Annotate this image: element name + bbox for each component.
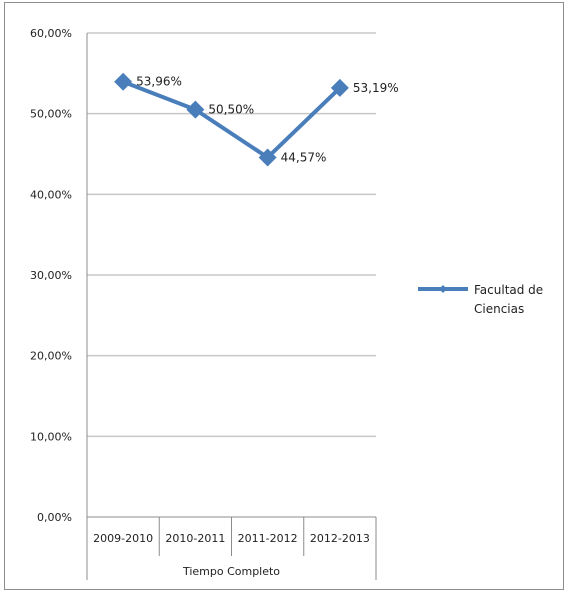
series-line: [122, 79, 342, 160]
y-tick-label: 40,00%: [30, 188, 72, 201]
legend: Facultad de Ciencias: [418, 283, 543, 316]
data-point: [114, 72, 133, 91]
x-axis: 2009-2010 2010-2011 2011-2012 2012-2013: [86, 33, 377, 580]
y-tick-label: 30,00%: [30, 269, 72, 282]
data-label: 44,57%: [281, 150, 327, 164]
chart-frame: [4, 2, 564, 590]
gridlines: [87, 32, 376, 438]
y-axis-ticks: 0,00% 10,00% 20,00% 30,00% 40,00% 50,00% 60,00…: [30, 27, 72, 524]
x-tick-label: 2009-2010: [93, 532, 153, 545]
data-point: [186, 100, 205, 119]
legend-marker: [439, 285, 447, 293]
y-tick-label: 20,00%: [30, 350, 72, 363]
data-point: [258, 148, 277, 167]
data-point: [330, 78, 349, 97]
x-tick-label: 2011-2012: [238, 532, 298, 545]
y-tick-label: 60,00%: [30, 27, 72, 40]
legend-label: Facultad de: [474, 283, 543, 297]
data-labels: 53,96% 50,50% 44,57% 53,19%: [136, 75, 399, 165]
y-tick-label: 50,00%: [30, 108, 72, 121]
x-tick-label: 2010-2011: [165, 532, 225, 545]
series-group: [114, 72, 349, 167]
data-label: 53,19%: [353, 81, 399, 95]
x-tick-label: 2012-2013: [310, 532, 370, 545]
data-label: 50,50%: [208, 103, 254, 117]
legend-label: Ciencias: [474, 302, 524, 316]
data-label: 53,96%: [136, 75, 182, 89]
y-tick-label: 10,00%: [30, 430, 72, 443]
x-axis-title: Tiempo Completo: [182, 565, 280, 578]
y-tick-label: 0,00%: [37, 511, 72, 524]
